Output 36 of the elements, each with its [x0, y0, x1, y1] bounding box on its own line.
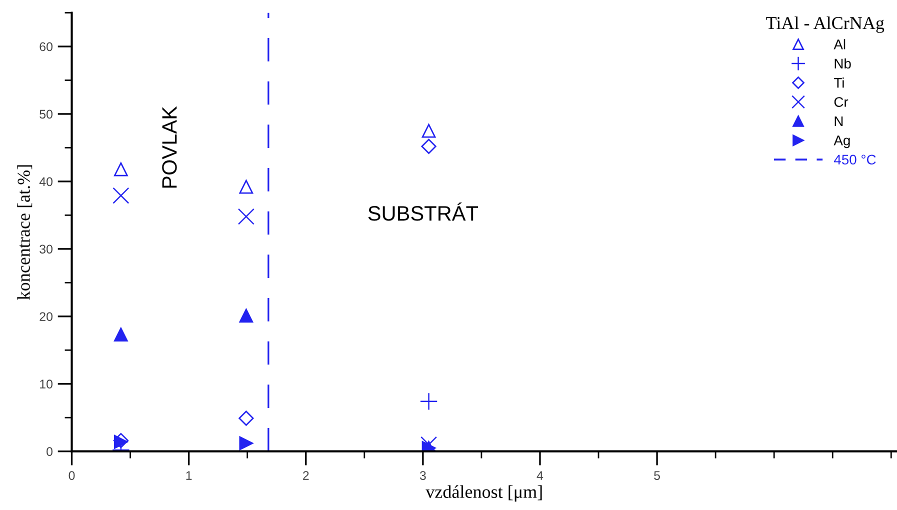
legend-label: Al [834, 39, 846, 50]
point [422, 124, 436, 138]
point [238, 410, 254, 426]
point [114, 162, 128, 176]
legend-label: Ti [834, 78, 844, 88]
annotation: SUBSTRÁT [368, 202, 478, 221]
y-tick-label: 40 [39, 177, 53, 186]
point [239, 436, 254, 450]
y-tick-label: 30 [40, 244, 53, 254]
point [239, 180, 254, 194]
legend-label: Ag [834, 136, 850, 148]
annotation: POVLAK [162, 106, 177, 188]
x-tick-label: 0 [68, 471, 75, 480]
x-tick-label: 2 [303, 471, 309, 480]
point [420, 392, 438, 410]
point [239, 308, 254, 323]
point [114, 328, 128, 342]
legend-title: TiAl - AlCrNAg [766, 16, 884, 33]
y-tick-label: 20 [40, 312, 53, 322]
x-tick-label: 3 [420, 471, 426, 480]
y-tick-label: 50 [40, 110, 53, 119]
y-tick-label: 60 [40, 42, 53, 52]
x-tick-label: 1 [186, 471, 192, 480]
y-axis-title: koncentrace [at.%] [17, 165, 32, 300]
legend-label: Cr [834, 97, 848, 107]
ref-line-label: 450 °C [834, 154, 876, 165]
x-tick-label: 4 [536, 471, 544, 480]
x-tick-label: 5 [654, 471, 660, 480]
x-axis-title: vzdálenost [μm] [426, 485, 542, 502]
legend-label: Nb [834, 58, 851, 69]
point [238, 208, 254, 225]
y-tick-label: 0 [46, 447, 53, 456]
point [421, 138, 436, 154]
legend-label: N [834, 116, 843, 126]
y-tick-label: 10 [40, 380, 53, 389]
point [112, 187, 130, 204]
